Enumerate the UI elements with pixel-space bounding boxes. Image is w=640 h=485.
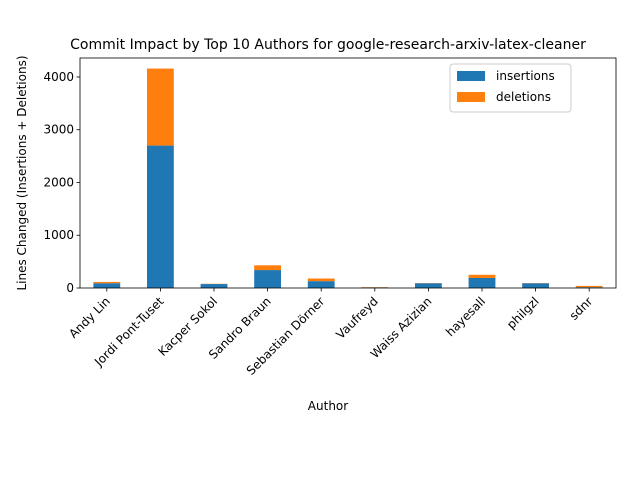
y-tick-label: 2000: [43, 175, 74, 189]
bar-deletions: [469, 275, 496, 278]
legend: insertions deletions: [450, 64, 571, 112]
y-tick-label: 3000: [43, 123, 74, 137]
legend-label-insertions: insertions: [496, 69, 555, 83]
legend-swatch-deletions: [457, 92, 485, 102]
bar-deletions: [93, 282, 120, 283]
y-tick-label: 0: [66, 281, 74, 295]
y-tick-label: 4000: [43, 70, 74, 84]
y-tick-label: 1000: [43, 228, 74, 242]
bar-insertions: [308, 281, 335, 288]
bar-deletions: [576, 286, 603, 287]
bar-insertions: [522, 283, 549, 288]
chart-title: Commit Impact by Top 10 Authors for goog…: [70, 37, 586, 53]
bar-deletions: [254, 265, 281, 270]
bar-insertions: [469, 278, 496, 288]
y-axis-title: Lines Changed (Insertions + Deletions): [15, 55, 29, 290]
bar-insertions: [254, 270, 281, 288]
bar-deletions: [308, 279, 335, 282]
bar-deletions: [147, 69, 174, 146]
legend-label-deletions: deletions: [496, 90, 551, 104]
legend-swatch-insertions: [457, 71, 485, 81]
bar-insertions: [201, 284, 228, 288]
x-axis-title: Author: [308, 399, 348, 413]
bar-insertions: [93, 283, 120, 288]
bar-insertions: [147, 146, 174, 288]
bar-insertions: [415, 283, 442, 288]
